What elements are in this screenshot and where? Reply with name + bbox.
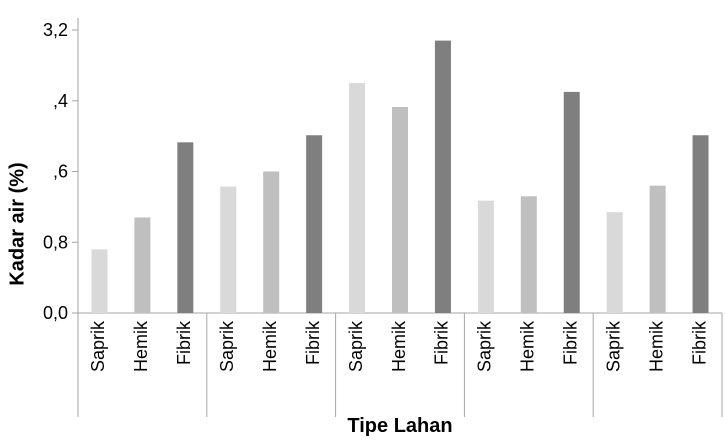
bar-saprik (349, 83, 366, 313)
bar-saprik (91, 249, 108, 313)
category-label: Saprik (217, 320, 237, 372)
y-tick-label: ,6 (53, 162, 68, 182)
category-label: Fibrik (689, 320, 709, 365)
x-axis-title: Tipe Lahan (347, 415, 452, 437)
x-category-labels: Saprik Hemik Fibrik Saprik Hemik Fibrik Saprik… (88, 320, 709, 372)
category-label: Fibrik (303, 320, 323, 365)
y-tick-label: ,4 (53, 91, 68, 111)
bar-hemik (263, 171, 280, 313)
category-label: Hemik (260, 320, 280, 372)
y-tick-label: 0,0 (43, 303, 68, 323)
category-label: Saprik (88, 320, 108, 372)
bar-fibrik (434, 40, 451, 314)
y-tick-labels: 0,0 0,8 ,6 ,4 3,2 (43, 20, 68, 323)
bar-hemik (649, 185, 666, 313)
category-label: Fibrik (432, 320, 452, 365)
category-label: Hemik (131, 320, 151, 372)
y-tick-label: 3,2 (43, 20, 68, 40)
category-label: Hemik (646, 320, 666, 372)
category-label: Fibrik (560, 320, 580, 365)
bar-hemik (520, 196, 537, 313)
bar-saprik (606, 212, 623, 313)
category-label: Saprik (475, 320, 495, 372)
category-label: Saprik (603, 320, 623, 372)
bar-fibrik (692, 135, 709, 313)
chart-bars (91, 40, 709, 314)
bar-fibrik (306, 135, 323, 313)
bar-hemik (392, 106, 408, 313)
category-label: Fibrik (174, 320, 194, 365)
y-tick-label: 0,8 (43, 232, 68, 252)
bar-fibrik (563, 91, 580, 313)
bar-saprik (220, 186, 237, 313)
category-label: Saprik (346, 320, 366, 372)
bar-saprik (477, 200, 494, 313)
y-axis-title: Kadar air (%) (6, 162, 28, 285)
bar-hemik (134, 217, 151, 313)
category-label: Hemik (518, 320, 538, 372)
category-label: Hemik (389, 320, 409, 372)
bar-fibrik (177, 142, 194, 313)
